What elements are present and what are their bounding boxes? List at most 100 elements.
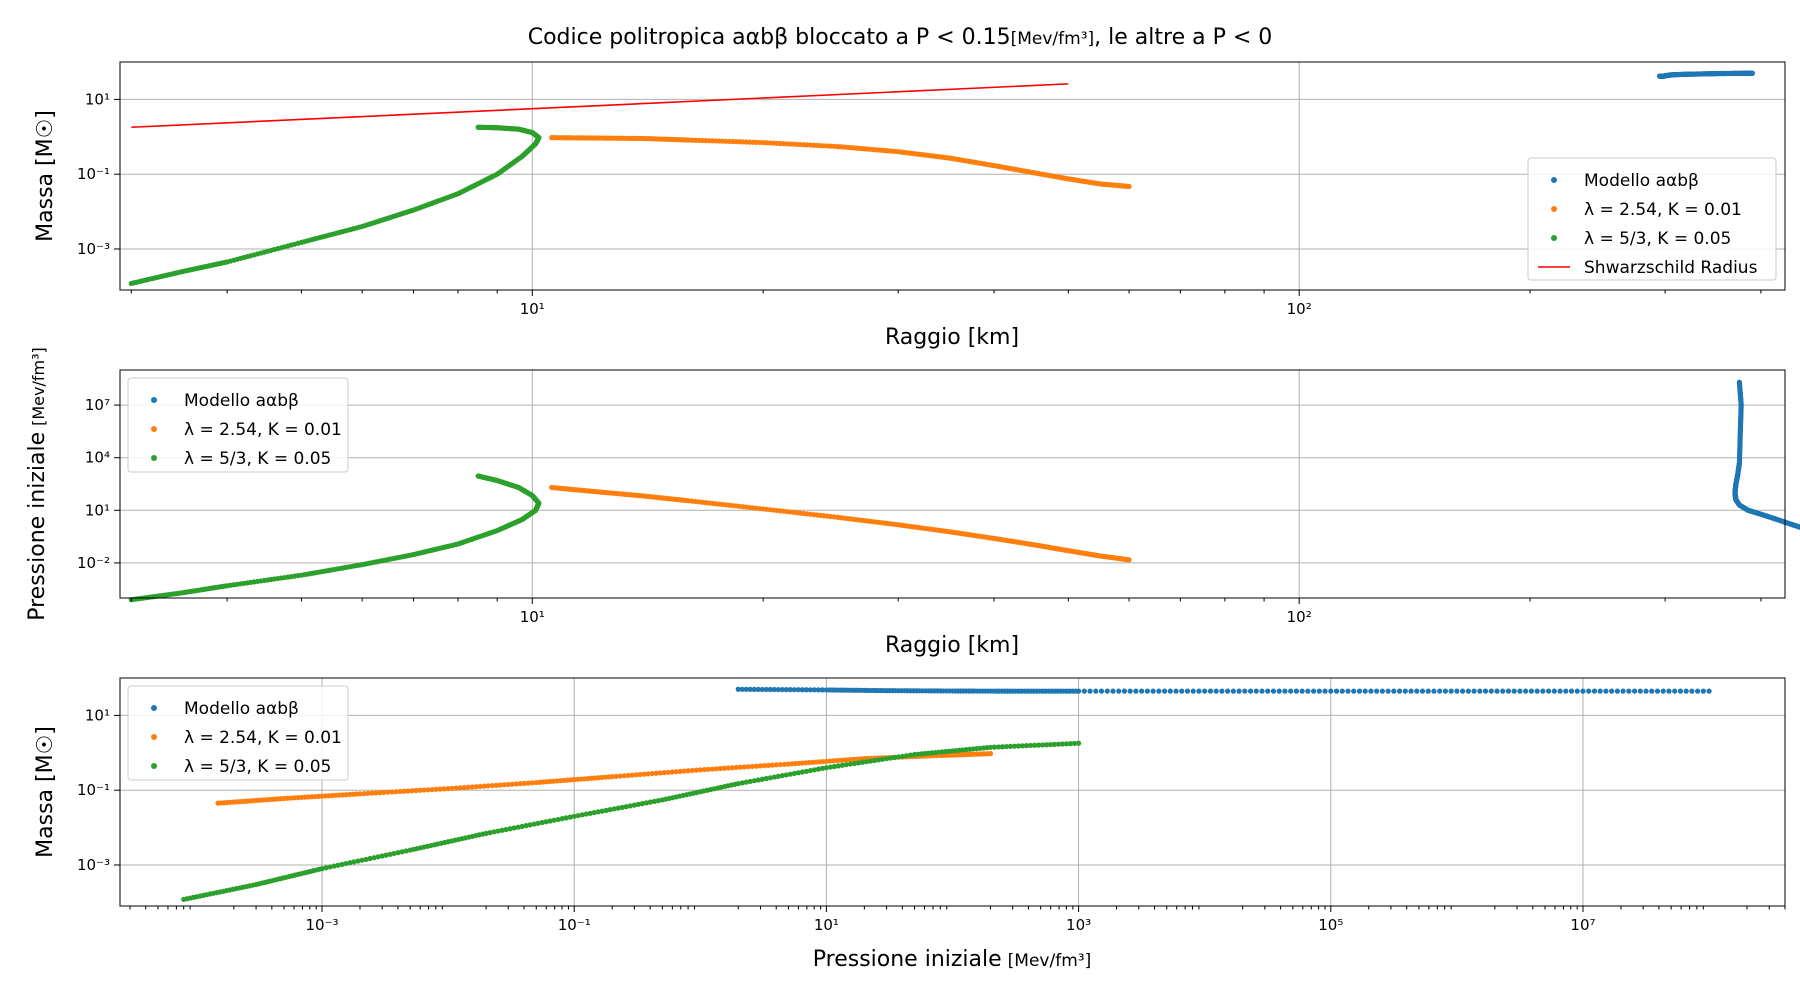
data-point: [1460, 688, 1466, 694]
legend-marker: [151, 734, 157, 740]
data-point: [515, 824, 521, 830]
data-point: [1683, 688, 1689, 694]
data-point: [753, 763, 759, 769]
data-point: [1196, 688, 1202, 694]
legend-entry: λ = 2.54, K = 0.01: [151, 728, 342, 748]
data-point: [373, 790, 379, 796]
data-point: [1666, 688, 1672, 694]
data-point: [1316, 688, 1322, 694]
data-point: [1706, 688, 1712, 694]
data-point: [783, 772, 789, 778]
data-point: [673, 769, 679, 775]
data-point: [1225, 688, 1231, 694]
data-point: [1067, 741, 1074, 747]
data-point: [511, 825, 517, 831]
data-point: [599, 808, 605, 814]
data-point: [631, 802, 637, 808]
legend-label: Modello aαbβ: [184, 699, 299, 719]
data-point: [1015, 743, 1022, 749]
legend-marker: [151, 426, 157, 432]
legend-label: λ = 5/3, K = 0.05: [184, 757, 331, 777]
data-point: [775, 773, 781, 779]
legend-mass-pressure: Modello aαbβ λ = 2.54, K = 0.01 λ = 5/3, K…: [127, 685, 349, 781]
data-point: [529, 780, 535, 786]
data-point: [379, 853, 385, 859]
data-point: [365, 790, 371, 796]
data-point: [627, 803, 633, 809]
series-poly_53: [128, 124, 542, 287]
data-point: [1031, 742, 1038, 748]
data-point: [343, 860, 349, 867]
data-point: [437, 786, 443, 792]
data-point: [831, 763, 838, 770]
data-point: [1027, 742, 1034, 749]
axes-frame-mass-radius: [119, 61, 1786, 291]
data-point: [563, 815, 569, 821]
data-point: [1494, 688, 1500, 694]
x-tick-label: 10¹: [814, 916, 839, 934]
legend-marker: [151, 455, 157, 461]
data-point: [567, 814, 573, 820]
series-poly_254: [549, 135, 1132, 190]
legend-entry: Modello aαbβ: [151, 391, 299, 411]
data-point: [1591, 688, 1598, 694]
data-point: [613, 773, 619, 779]
legend-entry: λ = 5/3, K = 0.05: [1551, 229, 1731, 249]
data-point: [363, 856, 369, 862]
x-tick-label: 10¹: [520, 300, 545, 318]
data-point: [1488, 688, 1494, 694]
data-point: [907, 752, 914, 758]
data-point: [1110, 688, 1116, 694]
data-point: [409, 788, 415, 794]
data-point: [635, 801, 641, 807]
data-point: [475, 473, 481, 479]
data-point: [763, 775, 769, 782]
data-point: [359, 857, 365, 863]
data-point: [493, 782, 499, 788]
data-point: [609, 774, 615, 780]
panel-mass-pressure: 10⁻³ 10⁻¹ 10¹ 10³ 10⁵ 10⁷ 10⁻³ 10⁻¹ 10¹ Pressio…: [33, 677, 1786, 972]
y-tick-label: 10¹: [85, 90, 110, 108]
yticks-pressure-radius: 10⁻² 10¹ 10⁴ 10⁷: [77, 396, 120, 572]
data-point: [383, 852, 389, 858]
data-point: [1150, 688, 1156, 694]
data-point: [335, 862, 341, 868]
series-poly_53: [181, 740, 1082, 903]
data-point: [1144, 688, 1150, 694]
data-point: [855, 760, 862, 766]
data-point: [1126, 183, 1132, 190]
legend-label: Modello aαbβ: [1584, 171, 1699, 191]
data-point: [811, 767, 817, 773]
data-point: [1121, 688, 1128, 694]
xlabel-mass-radius: Raggio [km]: [885, 325, 1019, 350]
data-point: [995, 744, 1002, 750]
data-point: [697, 767, 703, 773]
data-point: [1351, 688, 1357, 694]
data-point: [1442, 688, 1449, 694]
data-point: [739, 780, 745, 786]
data-point: [729, 765, 735, 771]
data-point: [543, 819, 549, 825]
data-point: [507, 826, 513, 832]
data-point: [1597, 688, 1603, 694]
series-mass-radius: [128, 70, 1756, 287]
data-point: [389, 789, 395, 795]
data-point: [1299, 688, 1305, 694]
data-point: [735, 686, 741, 692]
data-point: [607, 807, 613, 813]
ylabel-pressure-unit: [Mev/fm³]: [29, 347, 48, 426]
legend-label: λ = 5/3, K = 0.05: [1584, 229, 1731, 249]
data-point: [525, 780, 531, 786]
legend-mass-radius: Modello aαbβ λ = 2.54, K = 0.01 λ = 5/3, K…: [1527, 157, 1777, 281]
data-point: [1374, 688, 1380, 694]
data-point: [575, 812, 581, 819]
data-point: [1098, 688, 1105, 694]
data-point: [1408, 688, 1414, 694]
x-tick-label: 10⁷: [1570, 916, 1595, 934]
data-point: [1402, 688, 1408, 694]
data-point: [539, 819, 545, 826]
data-point: [469, 784, 475, 790]
data-point: [737, 764, 743, 770]
data-point: [1322, 688, 1328, 694]
data-point: [591, 809, 597, 816]
